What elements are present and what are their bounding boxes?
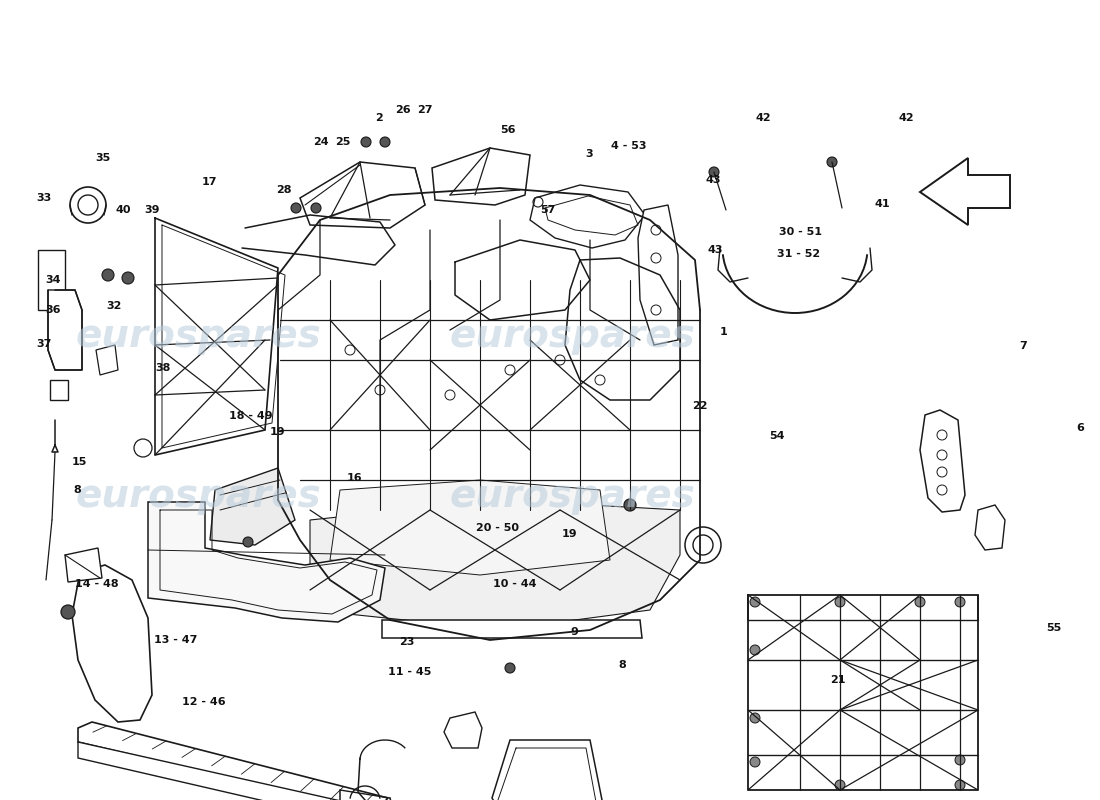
Circle shape	[60, 605, 75, 619]
Text: 38: 38	[155, 363, 170, 373]
Text: 42: 42	[756, 114, 771, 123]
Text: 19: 19	[270, 427, 285, 437]
Circle shape	[750, 597, 760, 607]
Text: 13 - 47: 13 - 47	[154, 635, 198, 645]
Text: 10 - 44: 10 - 44	[493, 579, 537, 589]
Text: 17: 17	[201, 178, 217, 187]
Text: eurospares: eurospares	[449, 477, 695, 515]
Polygon shape	[492, 740, 602, 800]
Circle shape	[750, 757, 760, 767]
Text: 1: 1	[719, 327, 728, 337]
Text: eurospares: eurospares	[449, 317, 695, 355]
Polygon shape	[382, 620, 642, 638]
Circle shape	[955, 597, 965, 607]
Circle shape	[311, 203, 321, 213]
Polygon shape	[148, 502, 385, 622]
Circle shape	[361, 137, 371, 147]
Circle shape	[624, 499, 636, 511]
Text: 57: 57	[540, 205, 556, 214]
Text: 22: 22	[692, 402, 707, 411]
Polygon shape	[975, 505, 1005, 550]
Circle shape	[955, 755, 965, 765]
Text: 7: 7	[1019, 341, 1027, 350]
Text: 16: 16	[346, 474, 362, 483]
Text: 43: 43	[705, 175, 720, 185]
Text: 6: 6	[1076, 423, 1085, 433]
Circle shape	[505, 663, 515, 673]
Text: 18 - 49: 18 - 49	[229, 411, 273, 421]
Text: 42: 42	[899, 114, 914, 123]
Text: 26: 26	[395, 106, 410, 115]
Text: 9: 9	[570, 627, 579, 637]
Text: 31 - 52: 31 - 52	[777, 250, 821, 259]
Polygon shape	[65, 548, 102, 582]
Circle shape	[835, 597, 845, 607]
Text: 11 - 45: 11 - 45	[387, 667, 431, 677]
Circle shape	[915, 597, 925, 607]
Circle shape	[122, 272, 134, 284]
Text: 19: 19	[562, 530, 578, 539]
Text: 55: 55	[1046, 623, 1062, 633]
Circle shape	[827, 157, 837, 167]
Text: 28: 28	[276, 186, 292, 195]
Text: 8: 8	[73, 486, 81, 495]
Text: 12 - 46: 12 - 46	[182, 698, 225, 707]
Text: 54: 54	[769, 431, 784, 441]
Text: eurospares: eurospares	[75, 477, 321, 515]
Polygon shape	[78, 742, 390, 800]
Text: 23: 23	[399, 637, 415, 646]
Text: 41: 41	[874, 199, 890, 209]
Text: 32: 32	[107, 301, 122, 310]
Text: 20 - 50: 20 - 50	[475, 523, 519, 533]
Text: 4 - 53: 4 - 53	[612, 141, 647, 150]
Polygon shape	[920, 410, 965, 512]
Text: 56: 56	[500, 125, 516, 134]
Text: 33: 33	[36, 194, 52, 203]
Circle shape	[243, 537, 253, 547]
Text: 25: 25	[336, 138, 351, 147]
Polygon shape	[530, 185, 645, 248]
Text: 30 - 51: 30 - 51	[779, 227, 823, 237]
Polygon shape	[310, 500, 680, 630]
Text: 37: 37	[36, 339, 52, 349]
Text: 2: 2	[375, 114, 384, 123]
Text: 39: 39	[144, 205, 159, 214]
Circle shape	[710, 167, 719, 177]
Polygon shape	[48, 290, 82, 370]
Circle shape	[750, 713, 760, 723]
Text: 36: 36	[45, 306, 60, 315]
Circle shape	[379, 137, 390, 147]
Polygon shape	[72, 565, 152, 722]
Text: 14 - 48: 14 - 48	[75, 579, 119, 589]
Polygon shape	[638, 205, 678, 345]
Polygon shape	[39, 250, 65, 310]
Polygon shape	[432, 148, 530, 205]
Text: 8: 8	[618, 660, 627, 670]
Polygon shape	[96, 345, 118, 375]
Polygon shape	[50, 380, 68, 400]
Circle shape	[102, 269, 114, 281]
Polygon shape	[78, 722, 388, 800]
Polygon shape	[300, 162, 425, 228]
Text: 24: 24	[314, 138, 329, 147]
Circle shape	[292, 203, 301, 213]
Text: 43: 43	[707, 245, 723, 254]
Circle shape	[750, 645, 760, 655]
Polygon shape	[330, 480, 610, 575]
Text: 34: 34	[45, 275, 60, 285]
Text: 3: 3	[586, 150, 593, 159]
Text: 21: 21	[830, 675, 846, 685]
Polygon shape	[444, 712, 482, 748]
Circle shape	[835, 780, 845, 790]
Circle shape	[955, 780, 965, 790]
Polygon shape	[210, 468, 295, 545]
Text: eurospares: eurospares	[75, 317, 321, 355]
Text: 27: 27	[417, 106, 432, 115]
Text: 40: 40	[116, 205, 131, 214]
Text: 35: 35	[96, 154, 111, 163]
Polygon shape	[920, 158, 1010, 225]
Text: 15: 15	[72, 458, 87, 467]
